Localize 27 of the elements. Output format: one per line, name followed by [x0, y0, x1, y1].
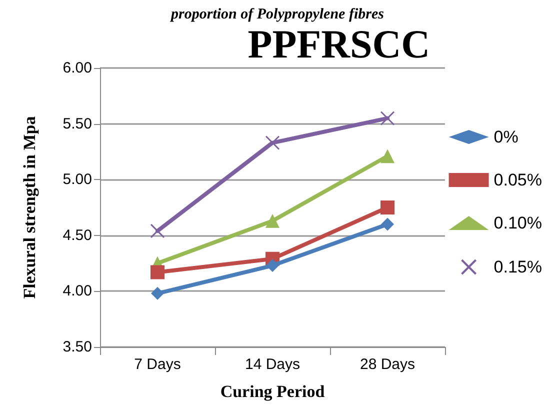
- point: [150, 224, 165, 238]
- x-tick-label: 7 Days: [134, 356, 181, 373]
- legend-label: 0.10%: [494, 214, 542, 232]
- point: [380, 110, 395, 126]
- point: [265, 136, 280, 150]
- y-tick-label: 4.50: [62, 226, 92, 244]
- point: [151, 286, 164, 300]
- point: [266, 214, 280, 228]
- legend-label: 0.05%: [494, 170, 542, 190]
- y-tick-label: 3.50: [62, 338, 92, 356]
- point: [381, 218, 394, 231]
- text: PPFRSCC: [248, 22, 430, 66]
- legend-label: 0%: [494, 128, 518, 146]
- y-tick-label: 5.50: [62, 115, 92, 132]
- point: [150, 265, 164, 280]
- x-tick-label: 28 Days: [360, 356, 416, 373]
- y-tick-label: 6.00: [62, 60, 92, 76]
- y-tick-label: 5.00: [62, 171, 92, 188]
- point: [266, 259, 279, 272]
- x-tick-label: 14 Days: [244, 356, 300, 373]
- chart-title: proportion of Polypropylene fibres: [169, 6, 384, 22]
- x-axis-title: Curing Period: [220, 382, 326, 401]
- y-axis-title: Flexural strength in Mpa: [20, 116, 39, 299]
- point: [380, 200, 394, 214]
- legend-label: 0.15%: [494, 258, 542, 276]
- point: [380, 149, 394, 164]
- y-tick-label: 4.00: [62, 282, 92, 300]
